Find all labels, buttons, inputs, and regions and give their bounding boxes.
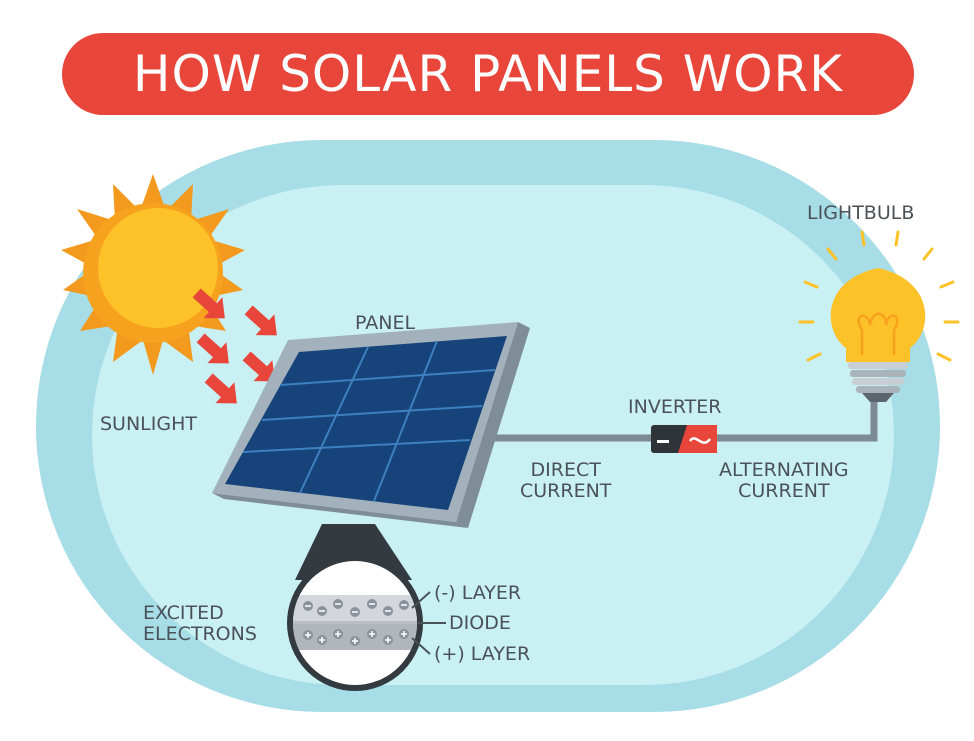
label-direct-current-line2: CURRENT — [520, 480, 612, 502]
label-excited-electrons: EXCITED ELECTRONS — [143, 603, 257, 645]
sun-icon — [61, 174, 245, 375]
label-negative-layer: (-) LAYER — [434, 582, 522, 604]
lightbulb-icon — [798, 230, 960, 402]
label-lightbulb: LIGHTBULB — [807, 202, 915, 224]
label-sunlight: SUNLIGHT — [100, 413, 197, 435]
label-direct-current-line1: DIRECT — [530, 459, 601, 481]
inverter-icon — [651, 425, 717, 453]
title-banner: HOW SOLAR PANELS WORK — [62, 33, 914, 115]
label-inverter: INVERTER — [628, 396, 722, 418]
diode-magnifier — [287, 555, 446, 691]
wire — [490, 396, 878, 442]
label-direct-current: DIRECT CURRENT — [520, 460, 611, 502]
solar-panel — [212, 322, 530, 528]
label-panel: PANEL — [355, 312, 416, 334]
label-alternating-current-line2: CURRENT — [738, 480, 830, 502]
label-excited-electrons-line2: ELECTRONS — [143, 623, 257, 645]
label-alternating-current: ALTERNATING CURRENT — [719, 460, 849, 502]
label-diode: DIODE — [449, 612, 511, 634]
label-excited-electrons-line1: EXCITED — [143, 602, 224, 624]
label-alternating-current-line1: ALTERNATING — [719, 459, 849, 481]
label-positive-layer: (+) LAYER — [434, 643, 531, 665]
page-title: HOW SOLAR PANELS WORK — [132, 45, 844, 103]
